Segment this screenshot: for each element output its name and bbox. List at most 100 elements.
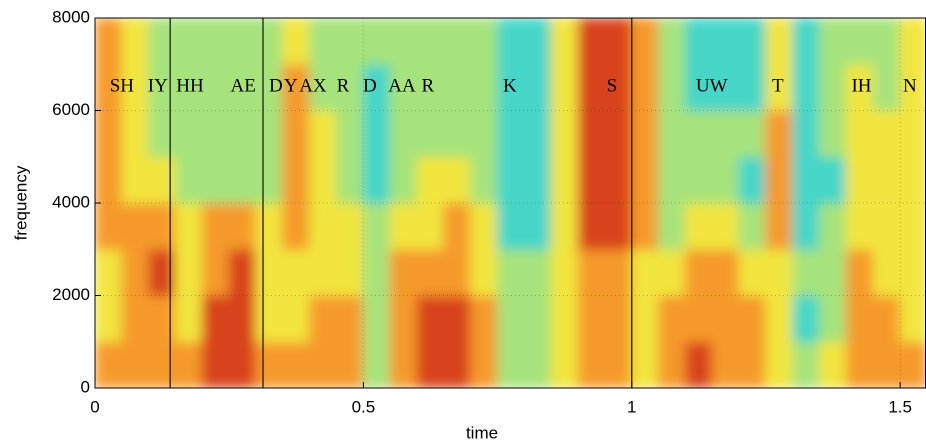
cell [604, 63, 633, 111]
cell [95, 63, 123, 111]
cell [899, 202, 926, 250]
cell [577, 202, 606, 250]
cell [819, 156, 847, 204]
cell [228, 248, 257, 296]
cell [631, 341, 660, 388]
cell [121, 156, 150, 204]
cell [765, 18, 794, 65]
cell [95, 110, 123, 158]
phoneme-label: D [269, 76, 283, 97]
cell [95, 341, 123, 388]
cell [738, 18, 767, 65]
cell [631, 156, 660, 204]
cell [175, 202, 203, 250]
cell [389, 248, 418, 296]
phoneme-label: AA [388, 76, 416, 97]
cell [416, 63, 445, 111]
cell [95, 156, 123, 204]
cell [604, 202, 633, 250]
cell [604, 156, 633, 204]
cell [389, 110, 418, 158]
cell [255, 18, 284, 65]
cell [228, 63, 257, 111]
cell [336, 295, 364, 343]
cell [309, 202, 338, 250]
cell [684, 110, 713, 158]
cell [148, 63, 177, 111]
cell [658, 202, 686, 250]
cell [416, 110, 445, 158]
phoneme-label: AE [230, 76, 255, 97]
cell [443, 63, 472, 111]
cell [389, 18, 418, 65]
cell [282, 18, 311, 65]
phoneme-label: IY [148, 76, 168, 97]
cell [443, 202, 472, 250]
cell [738, 110, 767, 158]
cell [389, 202, 418, 250]
cell [470, 156, 499, 204]
cell [175, 295, 203, 343]
cell [389, 63, 418, 111]
cell [336, 202, 364, 250]
cell [738, 63, 767, 111]
cell [631, 18, 660, 65]
cell [228, 156, 257, 204]
cell [336, 63, 364, 111]
cell [497, 248, 525, 296]
cell [255, 156, 284, 204]
cell [95, 295, 123, 343]
cell [121, 63, 150, 111]
cell [228, 110, 257, 158]
phoneme-label: K [503, 76, 517, 97]
cell [658, 63, 686, 111]
cell [148, 202, 177, 250]
cell [255, 248, 284, 296]
cell [899, 295, 926, 343]
cell [443, 156, 472, 204]
cell [121, 295, 150, 343]
cell [201, 341, 230, 388]
cell [631, 63, 660, 111]
cell [872, 202, 901, 250]
cell [550, 18, 579, 65]
cell [577, 63, 606, 111]
cell [550, 295, 579, 343]
cell [684, 156, 713, 204]
cell [819, 202, 847, 250]
cell [497, 202, 525, 250]
cell [658, 295, 686, 343]
cell [765, 156, 794, 204]
cell [711, 341, 740, 388]
cell [872, 156, 901, 204]
phoneme-label: Y [284, 76, 298, 97]
cell [872, 295, 901, 343]
cell [577, 295, 606, 343]
cell [738, 295, 767, 343]
cell [148, 110, 177, 158]
cell [362, 110, 391, 158]
phoneme-label: N [903, 76, 917, 97]
cell [792, 63, 821, 111]
cell [577, 110, 606, 158]
cell [309, 110, 338, 158]
cell [416, 295, 445, 343]
cell [792, 110, 821, 158]
cell [282, 156, 311, 204]
cell [95, 248, 123, 296]
cell [336, 110, 364, 158]
cell [121, 341, 150, 388]
cell [523, 18, 552, 65]
cell [899, 156, 926, 204]
cell [845, 202, 874, 250]
cell [658, 110, 686, 158]
cell [845, 63, 874, 111]
cell [201, 18, 230, 65]
cell [684, 63, 713, 111]
cell [577, 248, 606, 296]
cell [711, 110, 740, 158]
x-tick-label: 1 [627, 397, 636, 416]
cell [819, 341, 847, 388]
cell [684, 18, 713, 65]
cell [711, 202, 740, 250]
